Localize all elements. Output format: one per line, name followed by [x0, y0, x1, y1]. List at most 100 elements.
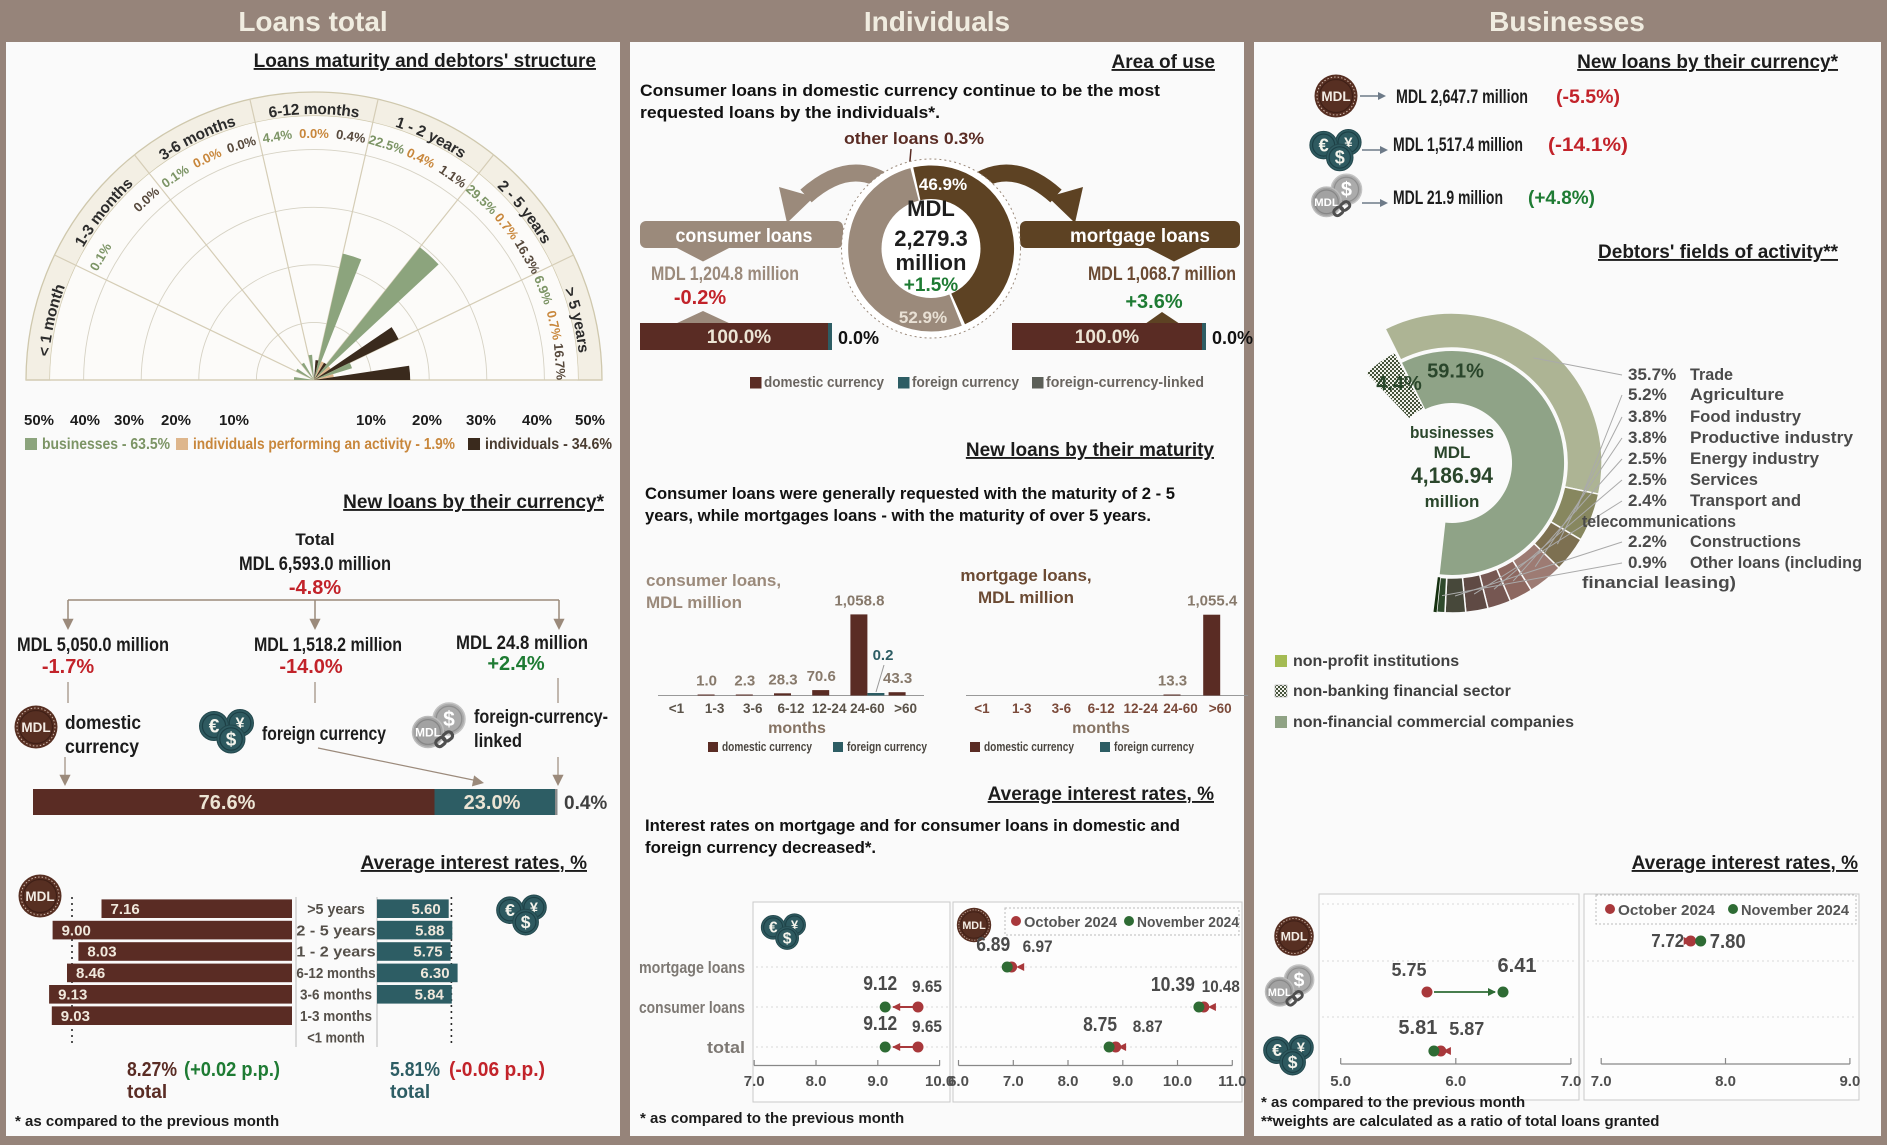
svg-text:8.87: 8.87: [1133, 1017, 1163, 1036]
svg-text:28.3: 28.3: [768, 671, 797, 688]
svg-text:MDL 5,050.0 million: MDL 5,050.0 million: [17, 635, 169, 656]
svg-text:6.0: 6.0: [1445, 1073, 1466, 1090]
svg-text:MDL: MDL: [907, 196, 955, 221]
svg-text:100.0%: 100.0%: [1075, 327, 1140, 348]
svg-text:30%: 30%: [114, 412, 144, 429]
svg-text:24-60: 24-60: [850, 701, 885, 716]
svg-text:non-financial commercial compa: non-financial commercial companies: [1293, 714, 1574, 731]
svg-text:consumer loans: consumer loans: [639, 998, 745, 1017]
svg-text:7.72: 7.72: [1651, 931, 1684, 951]
svg-text:10.0: 10.0: [1163, 1073, 1192, 1090]
svg-text:5.75: 5.75: [413, 944, 442, 961]
svg-text:MDL million: MDL million: [646, 593, 742, 612]
svg-text:months: months: [1072, 720, 1130, 737]
svg-text:non-banking financial sector: non-banking financial sector: [1293, 683, 1511, 700]
svg-text:Loans total: Loans total: [238, 6, 387, 37]
svg-text:Interest rates on mortgage and: Interest rates on mortgage and for consu…: [645, 816, 1180, 835]
svg-text:11.0: 11.0: [1218, 1073, 1246, 1090]
svg-text:mortgage loans,: mortgage loans,: [960, 566, 1091, 585]
svg-text:* as compared to the previous: * as compared to the previous month: [1261, 1094, 1525, 1111]
svg-text:7.80: 7.80: [1710, 931, 1746, 953]
svg-text:5.81: 5.81: [1398, 1017, 1437, 1039]
svg-text:8.27%: 8.27%: [127, 1059, 177, 1081]
svg-text:New loans by their currency*: New loans by their currency*: [1577, 52, 1838, 73]
svg-text:9.12: 9.12: [863, 1013, 897, 1035]
svg-text:3-6: 3-6: [1052, 701, 1072, 716]
svg-text:Average interest rates, %: Average interest rates, %: [1632, 853, 1858, 874]
svg-text:100.0%: 100.0%: [707, 327, 772, 348]
svg-text:individuals - 34.6%: individuals - 34.6%: [485, 436, 612, 453]
svg-text:domestic currency: domestic currency: [722, 739, 813, 754]
svg-text:Average interest rates, %: Average interest rates, %: [988, 784, 1214, 805]
svg-text:1-3 months: 1-3 months: [300, 1008, 372, 1025]
svg-text:0.0%: 0.0%: [1212, 328, 1253, 348]
svg-text:businesses: businesses: [1410, 423, 1494, 442]
svg-text:MDL 1,517.4 million: MDL 1,517.4 million: [1393, 135, 1523, 156]
svg-text:9.03: 9.03: [61, 1008, 90, 1025]
svg-text:6-12: 6-12: [777, 701, 804, 716]
svg-text:16.7%: 16.7%: [551, 343, 569, 381]
svg-text:23.0%: 23.0%: [464, 792, 521, 814]
svg-text:Productive industry: Productive industry: [1690, 428, 1854, 447]
svg-text:total: total: [390, 1082, 430, 1103]
svg-text:3.8%: 3.8%: [1628, 407, 1667, 426]
svg-text:-0.2%: -0.2%: [674, 287, 726, 309]
svg-text:MDL 1,204.8 million: MDL 1,204.8 million: [651, 264, 799, 285]
svg-text:years, while mortgages loans -: years, while mortgages loans - with the …: [645, 506, 1151, 525]
svg-text:domestic currency: domestic currency: [984, 739, 1075, 754]
svg-text:40%: 40%: [522, 412, 552, 429]
svg-text:2.3: 2.3: [734, 673, 755, 690]
svg-text:0.0%: 0.0%: [838, 328, 879, 348]
svg-text:59.1%: 59.1%: [1427, 361, 1484, 383]
svg-text:MDL 6,593.0 million: MDL 6,593.0 million: [239, 554, 391, 575]
svg-text:months: months: [768, 720, 826, 737]
svg-text:3.8%: 3.8%: [1628, 428, 1667, 447]
svg-text:telecommunications: telecommunications: [1582, 512, 1736, 531]
svg-text:6.0: 6.0: [948, 1073, 969, 1090]
svg-text:individuals performing an acti: individuals performing an activity - 1.9…: [193, 436, 455, 453]
svg-text:9.0: 9.0: [1112, 1073, 1133, 1090]
svg-text:foreign currency decreased*.: foreign currency decreased*.: [645, 838, 876, 857]
svg-text:domestic: domestic: [65, 713, 141, 734]
svg-text:1-3: 1-3: [1012, 701, 1032, 716]
svg-text:currency: currency: [65, 737, 139, 758]
svg-text:MDL: MDL: [1434, 443, 1471, 462]
svg-text:mortgage loans: mortgage loans: [639, 958, 745, 977]
svg-text:New loans by their maturity: New loans by their maturity: [966, 440, 1215, 461]
svg-text:3-6 months: 3-6 months: [300, 987, 372, 1004]
svg-text:9.00: 9.00: [62, 922, 91, 939]
svg-text:9.65: 9.65: [912, 1017, 942, 1036]
svg-text:8.03: 8.03: [87, 944, 116, 961]
svg-text:6.89: 6.89: [976, 934, 1010, 956]
svg-text:4.4%: 4.4%: [1376, 373, 1422, 395]
svg-text:MDL 1,068.7 million: MDL 1,068.7 million: [1088, 264, 1236, 285]
svg-text:* as compared to the previous: * as compared to the previous month: [15, 1113, 279, 1130]
svg-text:0.9%: 0.9%: [1628, 553, 1667, 572]
svg-text:other loans 0.3%: other loans 0.3%: [844, 129, 984, 148]
svg-text:8.0: 8.0: [1058, 1073, 1079, 1090]
svg-text:5.88: 5.88: [415, 922, 444, 939]
svg-text:New loans by their currency*: New loans by their currency*: [343, 492, 604, 513]
svg-text:5.87: 5.87: [1449, 1019, 1484, 1039]
svg-text:foreign currency: foreign currency: [1114, 739, 1195, 754]
svg-text:(-5.5%): (-5.5%): [1556, 87, 1620, 108]
svg-text:76.6%: 76.6%: [199, 792, 256, 814]
svg-text:9.65: 9.65: [912, 977, 942, 996]
svg-text:mortgage loans: mortgage loans: [1070, 226, 1210, 247]
svg-text:6-12 months: 6-12 months: [296, 965, 375, 982]
svg-text:5.2%: 5.2%: [1628, 385, 1667, 404]
svg-text:Area of use: Area of use: [1112, 52, 1215, 73]
svg-text:10.0: 10.0: [925, 1073, 954, 1090]
svg-text:9.13: 9.13: [58, 987, 87, 1004]
svg-text:(+4.8%): (+4.8%): [1528, 188, 1595, 209]
svg-text:0.4%: 0.4%: [335, 127, 367, 146]
svg-text:35.7%: 35.7%: [1628, 365, 1676, 384]
svg-text:+3.6%: +3.6%: [1125, 291, 1182, 313]
svg-text:October 2024: October 2024: [1618, 902, 1716, 919]
svg-text:domestic currency: domestic currency: [764, 374, 885, 391]
svg-text:5.75: 5.75: [1391, 960, 1426, 980]
svg-text:million: million: [1425, 492, 1480, 511]
svg-text:3-6: 3-6: [743, 701, 763, 716]
svg-text:2.2%: 2.2%: [1628, 532, 1667, 551]
svg-text:7.0: 7.0: [1003, 1073, 1024, 1090]
